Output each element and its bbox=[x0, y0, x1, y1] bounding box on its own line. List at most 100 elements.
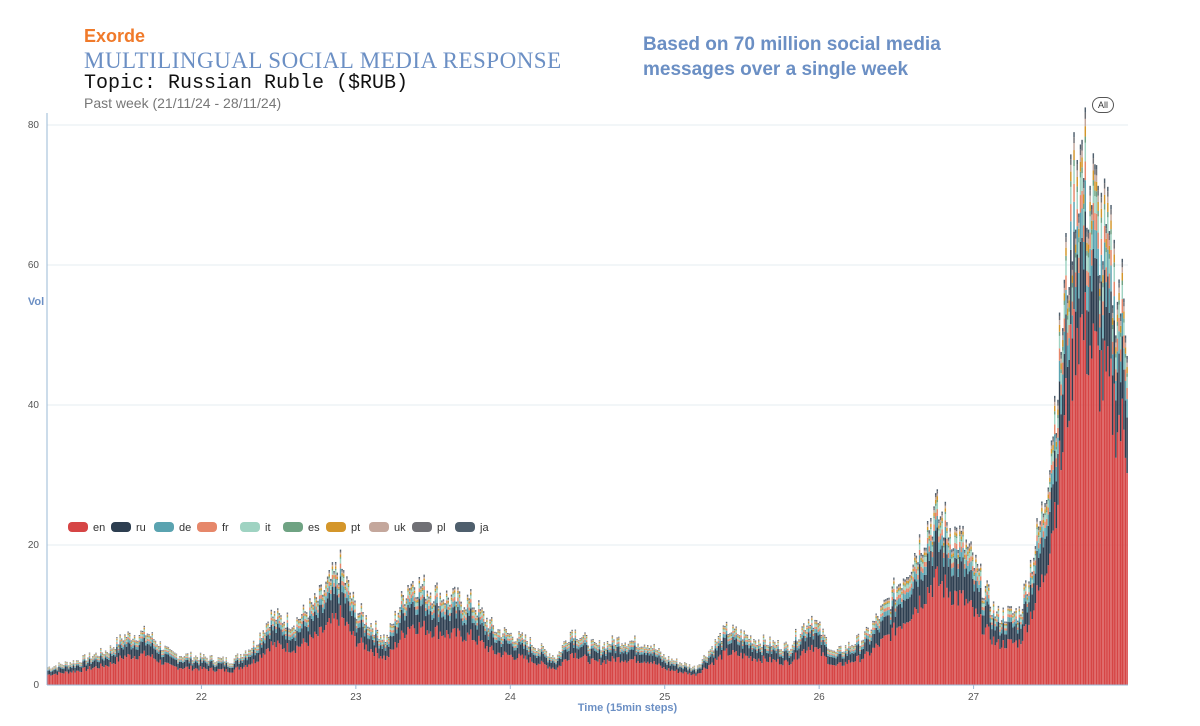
bar-segment-it bbox=[116, 640, 118, 643]
bar-segment-ja bbox=[344, 582, 347, 585]
bar-segment-de bbox=[708, 655, 710, 658]
bar-segment-ru bbox=[764, 648, 766, 659]
bar-segment-ja bbox=[745, 634, 747, 636]
bar-segment-en bbox=[322, 632, 324, 685]
bar-segment-it bbox=[552, 657, 554, 659]
bar-segment-ru bbox=[100, 655, 102, 664]
bar-segment-fr bbox=[281, 629, 284, 632]
bar-segment-pl bbox=[453, 587, 456, 589]
bar-segment-en bbox=[706, 668, 708, 685]
bar-segment-ru bbox=[148, 644, 150, 656]
bar-segment-en bbox=[120, 658, 123, 685]
bar-segment-ru bbox=[746, 644, 749, 656]
bar-segment-pt bbox=[299, 621, 302, 623]
bar-segment-es bbox=[314, 598, 316, 600]
bar-segment-uk bbox=[268, 628, 271, 630]
bar-segment-de bbox=[738, 642, 741, 646]
bar-segment-it bbox=[392, 627, 395, 631]
bar-segment-de bbox=[259, 639, 261, 644]
bar-segment-pt bbox=[556, 655, 559, 657]
bar-segment-ja bbox=[730, 632, 733, 634]
bar-stack bbox=[593, 642, 596, 685]
bar-stack bbox=[481, 607, 483, 685]
bar-stack bbox=[679, 662, 681, 685]
bar-segment-pl bbox=[384, 642, 387, 644]
bar-segment-en bbox=[93, 667, 96, 685]
bar-segment-pt bbox=[474, 612, 477, 615]
bar-stack bbox=[225, 657, 228, 685]
bar-segment-de bbox=[560, 656, 562, 659]
bar-stack bbox=[486, 617, 488, 685]
bar-segment-de bbox=[441, 612, 443, 618]
bar-segment-uk bbox=[286, 614, 289, 616]
bar-segment-pl bbox=[386, 635, 388, 636]
bar-segment-es bbox=[384, 644, 387, 646]
bar-segment-fr bbox=[540, 647, 543, 650]
bar-stack bbox=[178, 656, 181, 685]
bar-stack bbox=[231, 663, 234, 685]
bar-segment-en bbox=[759, 661, 762, 685]
bar-segment-fr bbox=[420, 596, 422, 601]
bar-segment-de bbox=[172, 656, 174, 659]
bar-segment-de bbox=[104, 655, 107, 658]
bar-segment-pt bbox=[571, 631, 573, 633]
bar-segment-de bbox=[553, 661, 556, 663]
bar-segment-it bbox=[145, 638, 147, 641]
bar-segment-pt bbox=[603, 643, 606, 645]
bar-stack bbox=[344, 582, 347, 685]
bar-segment-it bbox=[75, 661, 78, 663]
bar-segment-ja bbox=[418, 577, 421, 579]
bar-segment-fr bbox=[51, 669, 54, 671]
bar-segment-fr bbox=[618, 641, 620, 644]
bar-segment-uk bbox=[616, 638, 618, 640]
bar-segment-en bbox=[542, 662, 544, 685]
bar-segment-pt bbox=[766, 646, 768, 648]
bar-segment-it bbox=[735, 630, 737, 633]
bar-stack bbox=[352, 591, 355, 685]
bar-segment-uk bbox=[132, 639, 134, 641]
bar-segment-pl bbox=[133, 635, 136, 637]
bar-segment-en bbox=[444, 637, 446, 685]
bar-segment-de bbox=[613, 645, 615, 649]
bar-stack bbox=[75, 660, 78, 685]
bar-segment-pt bbox=[336, 576, 339, 579]
bar-stack bbox=[74, 663, 76, 685]
bar-segment-es bbox=[148, 637, 150, 638]
bar-segment-ru bbox=[236, 659, 239, 667]
bar-segment-de bbox=[119, 641, 121, 645]
bar-stack bbox=[167, 646, 170, 685]
bar-segment-ru bbox=[310, 618, 313, 638]
bar-segment-fr bbox=[219, 660, 221, 662]
bar-segment-pt bbox=[478, 603, 480, 606]
bar-segment-ru bbox=[767, 653, 770, 663]
bar-segment-it bbox=[101, 654, 104, 657]
bar-segment-de bbox=[540, 649, 543, 652]
bar-segment-fr bbox=[166, 650, 168, 652]
bar-segment-uk bbox=[603, 643, 606, 644]
bar-segment-de bbox=[561, 650, 564, 654]
bar-segment-en bbox=[704, 668, 707, 685]
all-range-button[interactable]: All bbox=[1092, 97, 1114, 113]
bar-segment-ja bbox=[259, 632, 261, 634]
bar-segment-it bbox=[473, 612, 475, 616]
bar-segment-en bbox=[690, 675, 692, 685]
bar-segment-uk bbox=[302, 606, 305, 608]
bar-segment-it bbox=[375, 625, 377, 628]
bar-segment-it bbox=[119, 637, 121, 640]
bar-segment-pl bbox=[288, 629, 290, 630]
bar-segment-pt bbox=[619, 647, 622, 649]
bar-segment-fr bbox=[682, 667, 684, 668]
bar-segment-ru bbox=[745, 644, 747, 656]
bar-stack bbox=[312, 604, 314, 685]
bar-segment-ru bbox=[294, 640, 297, 653]
bar-segment-fr bbox=[663, 657, 665, 659]
bar-segment-fr bbox=[294, 635, 297, 638]
bar-segment-pt bbox=[449, 607, 451, 610]
bar-segment-pl bbox=[466, 595, 469, 597]
bar-segment-ja bbox=[428, 596, 430, 598]
bar-segment-ja bbox=[455, 601, 458, 603]
bar-segment-de bbox=[524, 641, 527, 645]
bar-segment-en bbox=[613, 658, 615, 685]
bar-segment-fr bbox=[445, 600, 448, 604]
bar-segment-pl bbox=[564, 640, 567, 642]
